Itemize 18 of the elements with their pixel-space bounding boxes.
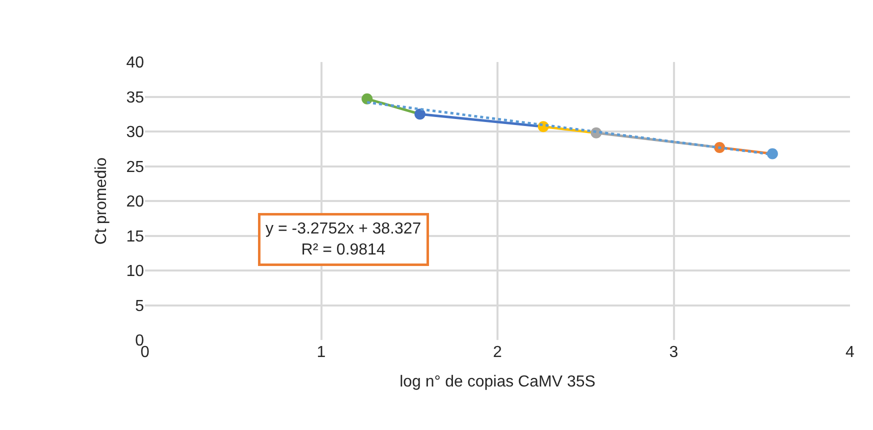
y-tick-label: 30 bbox=[126, 124, 144, 142]
x-tick-label: 2 bbox=[493, 344, 502, 361]
x-tick-label: 1 bbox=[316, 344, 326, 361]
x-axis-title: log n° de copias CaMV 35S bbox=[400, 374, 596, 391]
point bbox=[362, 93, 373, 104]
point bbox=[766, 148, 778, 160]
annotation: y = -3.2752x + 38.327 R² = 0.9814 bbox=[266, 220, 422, 258]
y-tick-label: 25 bbox=[126, 158, 144, 176]
y-tick-label: 20 bbox=[126, 194, 144, 211]
y-axis-title: Ct promedio bbox=[93, 157, 110, 245]
point bbox=[414, 108, 426, 120]
y-tick-label: 40 bbox=[126, 54, 144, 72]
y-tick-label: 15 bbox=[126, 228, 144, 246]
x-tick-label: 4 bbox=[846, 344, 855, 361]
y-tick-label: 10 bbox=[126, 263, 144, 280]
x-tick-label: 3 bbox=[669, 344, 678, 361]
y-tick-label: 5 bbox=[135, 298, 144, 315]
y-tick-label: 35 bbox=[126, 89, 144, 106]
